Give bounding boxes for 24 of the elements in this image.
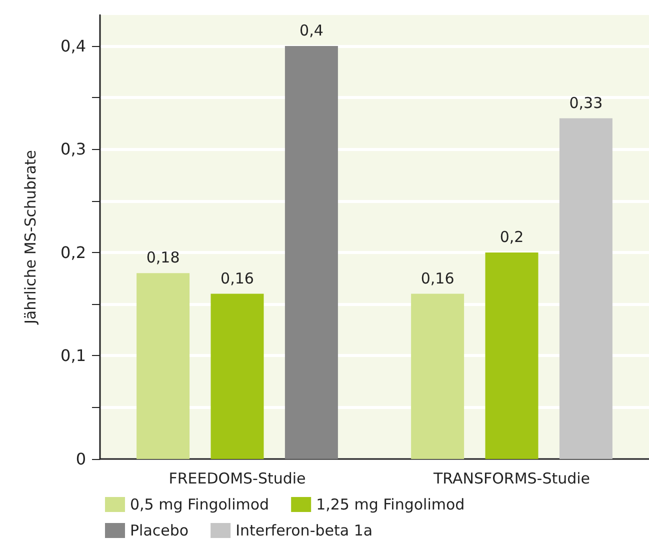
data-label: 0,33	[569, 94, 603, 112]
data-label: 0,2	[500, 228, 524, 246]
bar	[284, 46, 338, 459]
legend-label: 1,25 mg Fingolimod	[316, 496, 465, 514]
bar	[485, 252, 538, 459]
y-tick-label: 0,4	[60, 36, 86, 56]
x-tick-label: FREEDOMS-Studie	[168, 470, 306, 488]
bar	[559, 118, 612, 459]
legend-label: Interferon-beta 1a	[236, 522, 373, 540]
legend-label: 0,5 mg Fingolimod	[130, 496, 270, 514]
bar	[411, 294, 464, 459]
y-tick-label: 0,3	[60, 140, 86, 159]
data-label: 0,16	[420, 269, 454, 288]
y-tick-label: 0,2	[60, 242, 86, 262]
data-label: 0,16	[220, 269, 254, 288]
y-tick-label: 0	[76, 450, 86, 468]
bar	[136, 273, 190, 459]
data-label: 0,18	[146, 248, 180, 267]
y-axis-title: Jährliche MS-Schubrate	[22, 150, 40, 326]
y-tick-label: 0,1	[60, 346, 86, 366]
data-label: 0,4	[300, 21, 324, 40]
legend-label: Placebo	[130, 522, 189, 540]
bar	[210, 294, 264, 459]
x-tick-label: TRANSFORMS-Studie	[432, 470, 590, 488]
